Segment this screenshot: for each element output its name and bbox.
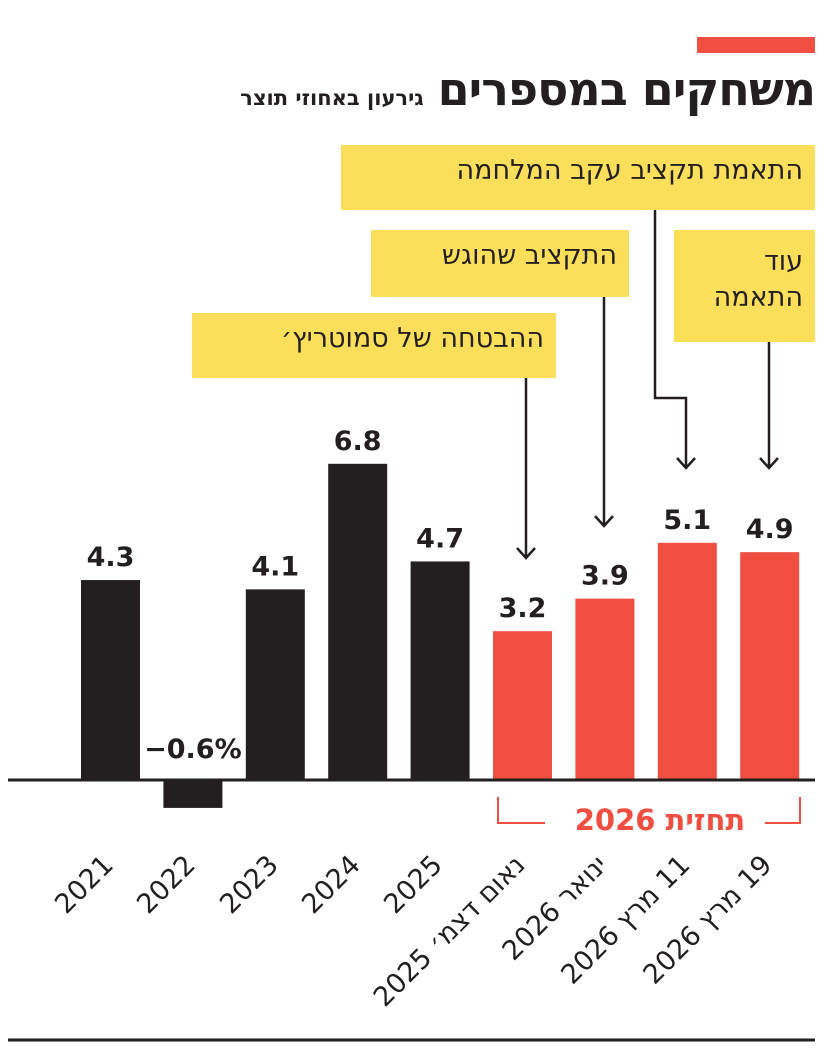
annotation-smotrich-promise: ההבטחה של סמוטריץ׳ [192, 313, 556, 378]
arrow-submitted [594, 297, 614, 528]
bar-7 [657, 542, 717, 780]
data-label-0: 4.3 [87, 542, 135, 573]
bracket-left [497, 797, 545, 824]
annotation-arrows [516, 210, 779, 560]
data-label-1: −0.6% [144, 734, 242, 765]
red-accent-bar [697, 37, 815, 53]
bar-3 [328, 463, 388, 780]
data-label-3: 6.8 [334, 426, 382, 457]
bar-0 [81, 580, 140, 780]
bar-8 [740, 552, 800, 780]
bracket-right [765, 797, 801, 824]
annotation-war-adjustment: התאמת תקציב עקב המלחמה [341, 145, 815, 210]
data-label-8: 4.9 [746, 514, 794, 545]
data-label-5: 3.2 [499, 593, 547, 624]
bar-2 [245, 589, 305, 780]
forecast-bracket [497, 797, 801, 824]
annotation-submitted-budget: התקציב שהוגש [371, 230, 629, 297]
arrow-another [759, 342, 779, 470]
chart-title: משחקים במספרים [437, 62, 816, 116]
data-label-2: 4.1 [251, 551, 299, 582]
bar-4 [410, 561, 470, 780]
forecast-label: תחזית 2026 [574, 803, 746, 837]
data-label-6: 3.9 [581, 561, 629, 592]
chart-subtitle: גירעון באחוזי תוצר [240, 86, 424, 110]
bar-1 [163, 780, 223, 808]
annotation-another-adjustment: עוד התאמה [674, 230, 815, 342]
data-label-7: 5.1 [663, 505, 711, 536]
arrow-war [653, 210, 696, 470]
header: משחקים במספרים גירעון באחוזי תוצר [240, 62, 816, 116]
arrow-smotrich [516, 378, 536, 560]
data-label-4: 4.7 [416, 523, 464, 554]
bar-6 [575, 598, 635, 780]
bar-5 [493, 631, 552, 780]
